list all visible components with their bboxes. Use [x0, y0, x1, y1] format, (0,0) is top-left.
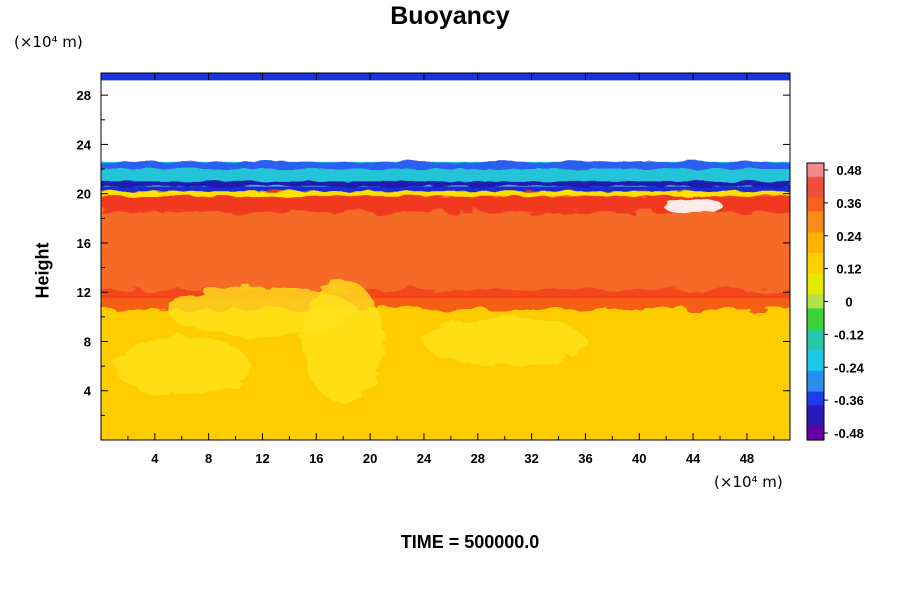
- colorbar-swatch: [807, 349, 824, 358]
- colorbar-swatch: [807, 426, 824, 434]
- colorbar-swatch: [807, 225, 824, 233]
- field-band-top: [101, 193, 790, 213]
- colorbar-swatch: [807, 273, 824, 282]
- colorbar-swatch: [807, 232, 824, 240]
- colorbar-swatch: [807, 398, 824, 406]
- colorbar-swatch: [807, 190, 824, 199]
- colorbar-swatch: [807, 343, 824, 351]
- time-label: TIME = 500000.0: [400, 532, 540, 552]
- colorbar-swatch: [807, 322, 824, 330]
- colorbar: 0.48 0.36 0.24 0.12 0 -0.12 -0.24 -0.36 -0.48: [806, 162, 865, 441]
- field-texture: [101, 193, 790, 404]
- field-strat-top: [101, 161, 790, 170]
- colorbar-swatch: [807, 315, 824, 323]
- x-tick-label: 16: [309, 451, 323, 466]
- colorbar-swatch: [807, 301, 824, 310]
- x-tick-label: 12: [255, 451, 269, 466]
- contour-fields: [101, 73, 790, 440]
- colorbar-swatch: [807, 336, 824, 344]
- colorbar-swatch: [807, 246, 824, 254]
- colorbar-swatch: [807, 370, 824, 379]
- colorbar-swatch: [807, 183, 824, 192]
- y-tick-label: 12: [77, 285, 91, 300]
- field-blob-1: [302, 279, 384, 404]
- colorbar-swatch: [807, 239, 824, 247]
- colorbar-label: 0: [845, 295, 852, 310]
- colorbar-swatch: [807, 163, 824, 171]
- y-tick-label: 28: [77, 88, 91, 103]
- x-tick-label: 20: [363, 451, 377, 466]
- colorbar-label: -0.24: [834, 360, 864, 375]
- x-tick-label: 4: [151, 451, 159, 466]
- colorbar-swatch: [807, 391, 824, 400]
- plot-frame: [100, 72, 791, 441]
- field-tropopause-line: [101, 191, 790, 197]
- colorbar-swatch: [807, 412, 824, 420]
- colorbar-swatch: [807, 204, 824, 213]
- x-tick-label: 8: [205, 451, 212, 466]
- field-white-patch: [663, 199, 724, 214]
- field-blob-3: [423, 316, 586, 367]
- y-tick-label: 4: [84, 384, 92, 399]
- chart-title: Buoyancy: [390, 2, 510, 30]
- colorbar-swatch: [807, 377, 824, 386]
- x-tick-label: 48: [740, 451, 754, 466]
- colorbar-swatch: [807, 287, 824, 296]
- colorbar-swatch: [807, 308, 824, 316]
- colorbar-swatch: [807, 433, 824, 441]
- colorbar-swatch: [807, 280, 824, 289]
- colorbar-swatch: [807, 169, 824, 178]
- field-texture-fine: [101, 161, 790, 214]
- y-axis: 4 8 12 16 20 24 28: [77, 88, 790, 416]
- y-tick-label: 8: [84, 334, 91, 349]
- colorbar-label: 0.12: [836, 262, 861, 277]
- colorbar-swatch: [807, 266, 824, 275]
- colorbar-swatch: [807, 176, 824, 185]
- x-tick-label: 36: [578, 451, 592, 466]
- colorbar-swatch: [807, 211, 824, 219]
- colorbar-swatch: [807, 356, 824, 365]
- colorbar-swatch: [807, 253, 824, 261]
- x-axis-unit: (×10⁴ m): [714, 473, 783, 491]
- colorbar-label: 0.48: [836, 163, 861, 178]
- x-axis: 4 8 12 16 20 24 28 32 36 40 44 48: [127, 73, 775, 466]
- colorbar-swatch: [807, 218, 824, 226]
- colorbar-label: 0.36: [836, 196, 861, 211]
- colorbar-swatch: [807, 197, 824, 206]
- field-blob-2: [114, 335, 250, 397]
- colorbar-swatch: [807, 419, 824, 427]
- colorbar-label: 0.24: [836, 229, 862, 244]
- colorbar-label: -0.12: [834, 327, 864, 342]
- y-tick-label: 20: [77, 187, 91, 202]
- colorbar-swatch: [807, 363, 824, 372]
- x-tick-label: 24: [417, 451, 432, 466]
- colorbar-label: -0.36: [834, 393, 864, 408]
- y-tick-label: 24: [77, 137, 92, 152]
- colorbar-swatch: [807, 329, 824, 337]
- colorbar-swatch: [807, 384, 824, 393]
- x-tick-label: 28: [471, 451, 485, 466]
- x-tick-label: 44: [686, 451, 701, 466]
- y-tick-label: 16: [77, 236, 91, 251]
- field-tropopause-band: [101, 186, 790, 194]
- field-top-boundary: [101, 73, 790, 81]
- y-axis-unit: (×10⁴ m): [14, 33, 83, 51]
- colorbar-swatch: [807, 259, 824, 268]
- colorbar-swatch: [807, 405, 824, 413]
- field-strat-bottom: [101, 181, 790, 187]
- colorbar-swatch: [807, 294, 824, 303]
- colorbar-label: -0.48: [834, 426, 864, 441]
- x-tick-label: 32: [524, 451, 538, 466]
- field-clear-zone: [101, 80, 790, 162]
- x-tick-label: 40: [632, 451, 646, 466]
